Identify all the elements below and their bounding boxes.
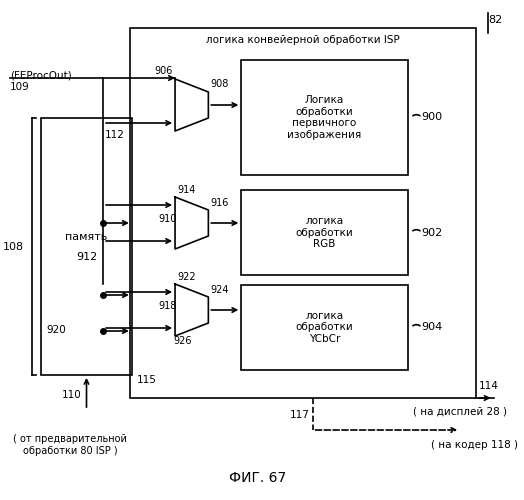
Text: 924: 924: [210, 285, 229, 295]
Text: 914: 914: [177, 185, 195, 195]
Text: ФИГ. 67: ФИГ. 67: [229, 471, 286, 485]
Bar: [241, 285, 408, 370]
Text: 920: 920: [46, 325, 66, 335]
Text: 109: 109: [10, 82, 29, 92]
Text: ( от предварительной
обработки 80 ISP ): ( от предварительной обработки 80 ISP ): [13, 434, 127, 456]
Text: 912: 912: [76, 252, 97, 262]
Text: 902: 902: [421, 228, 442, 237]
Text: 910: 910: [158, 214, 176, 224]
Text: 114: 114: [479, 381, 499, 391]
Text: ( на дисплей 28 ): ( на дисплей 28 ): [413, 407, 507, 417]
Text: 900: 900: [421, 112, 442, 122]
Text: (FEProcOut): (FEProcOut): [10, 70, 72, 80]
Text: 908: 908: [210, 79, 228, 89]
Text: 110: 110: [62, 390, 82, 400]
Text: 904: 904: [421, 322, 442, 332]
Text: 112: 112: [105, 130, 125, 140]
Text: логика
обработки
YCbCr: логика обработки YCbCr: [296, 311, 353, 344]
Text: 906: 906: [155, 66, 173, 76]
Text: 918: 918: [158, 301, 176, 311]
Text: 115: 115: [136, 375, 156, 385]
Text: ( на кодер 118 ): ( на кодер 118 ): [431, 440, 518, 450]
Text: память: память: [66, 232, 107, 241]
Bar: [41, 118, 132, 375]
Text: 117: 117: [290, 410, 310, 420]
Text: Логика
обработки
первичного
изображения: Логика обработки первичного изображения: [287, 95, 362, 140]
Bar: [130, 28, 476, 398]
Text: 916: 916: [210, 198, 228, 208]
Text: 922: 922: [177, 272, 195, 282]
Text: 82: 82: [488, 15, 503, 25]
Text: логика
обработки
RGB: логика обработки RGB: [296, 216, 353, 249]
Text: 926: 926: [173, 336, 192, 346]
Text: логика конвейерной обработки ISP: логика конвейерной обработки ISP: [206, 35, 400, 45]
Bar: [241, 190, 408, 275]
Bar: [241, 60, 408, 175]
Text: 108: 108: [3, 242, 24, 252]
